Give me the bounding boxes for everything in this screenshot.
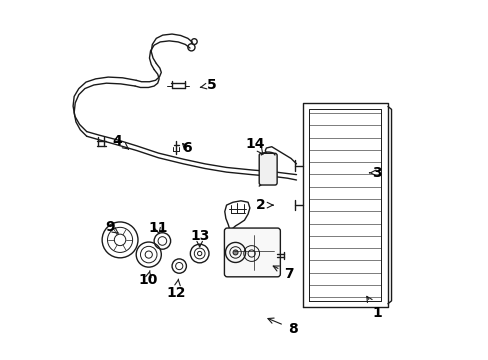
Text: 10: 10 [138,271,157,287]
Text: 3: 3 [369,166,381,180]
Circle shape [233,250,238,255]
Text: 12: 12 [166,279,186,300]
FancyBboxPatch shape [224,228,280,277]
Text: 14: 14 [245,137,264,154]
Text: 2: 2 [255,198,272,212]
Text: 5: 5 [200,78,217,92]
Text: 11: 11 [148,221,167,235]
Text: 8: 8 [267,318,297,336]
Text: 7: 7 [273,266,294,281]
Text: 1: 1 [366,296,381,320]
Text: 9: 9 [105,220,118,234]
Text: 6: 6 [182,141,192,156]
FancyBboxPatch shape [259,153,277,185]
Text: 13: 13 [190,229,209,247]
Text: 4: 4 [112,134,128,149]
